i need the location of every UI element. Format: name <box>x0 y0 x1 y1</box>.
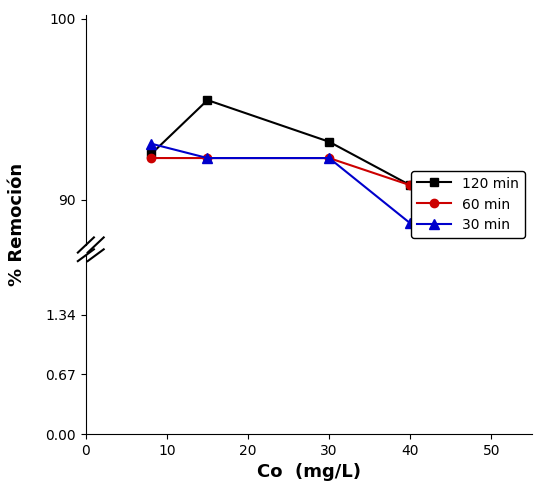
Legend: 120 min, 60 min, 30 min: 120 min, 60 min, 30 min <box>411 171 525 238</box>
60 min <box>204 155 211 161</box>
Line: 120 min: 120 min <box>147 96 455 190</box>
Text: % Remoción: % Remoción <box>8 163 25 286</box>
60 min <box>448 182 454 188</box>
30 min <box>204 155 211 161</box>
X-axis label: Co  (mg/L): Co (mg/L) <box>257 464 361 482</box>
30 min <box>326 155 332 161</box>
30 min <box>448 220 454 226</box>
120 min <box>204 97 211 103</box>
60 min <box>504 182 511 188</box>
60 min <box>147 155 154 161</box>
30 min <box>147 141 154 147</box>
Line: 30 min: 30 min <box>146 139 455 228</box>
120 min <box>326 139 332 145</box>
30 min <box>407 220 413 226</box>
120 min <box>448 182 454 188</box>
120 min <box>147 151 154 157</box>
60 min <box>326 155 332 161</box>
120 min <box>407 182 413 188</box>
60 min <box>407 182 413 188</box>
Line: 60 min: 60 min <box>147 154 512 190</box>
